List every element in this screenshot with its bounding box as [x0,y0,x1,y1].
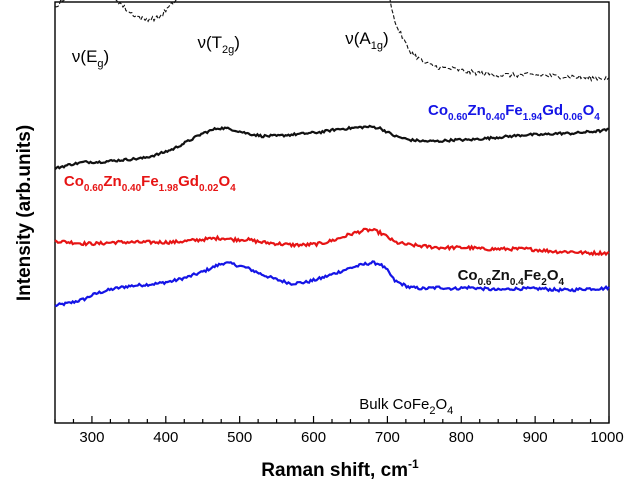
series-label-0-sub-2: 1.94 [523,112,543,123]
series-line-2 [54,124,609,171]
series-label-1-part-2: Fe [141,173,159,190]
x-tick-label: 500 [227,429,252,446]
peak-label-main: ν(A [345,29,371,48]
series-label-1-part-1: Zn [103,173,121,190]
x-tick-label: 800 [449,429,474,446]
y-axis-title: Intensity (arb.units) [14,125,35,301]
series-label-0-sub-1: 0.40 [486,112,506,123]
series-layer [54,0,610,308]
series-label-0-sub-3: 0.06 [563,112,583,123]
series-label-3-part-0: Bulk CoFe [359,396,429,413]
x-axis-title: Raman shift, cm-1 [261,457,419,481]
series-label-1-sub-1: 0.40 [122,183,142,194]
series-label-0-part-3: Gd [542,102,563,119]
series-label-1: Co0.60Zn0.40Fe1.98Gd0.02O4 [64,173,236,194]
peak-label-main: ν(E [72,47,98,66]
peak-label-sub: 2g [222,44,234,56]
series-label-2-part-2: Fe [524,267,542,284]
peak-label-close: ) [383,29,389,48]
x-tick-label: 400 [153,429,178,446]
series-label-3: Bulk CoFe2O4 [359,396,453,417]
series-label-2-sub-1: 0.4 [510,277,524,288]
series-label-2-part-1: Zn [492,267,510,284]
x-tick-label: 1000 [590,429,623,446]
peak-label-0: ν(Eg) [72,47,109,70]
series-label-0: Co0.60Zn0.40Fe1.94Gd0.06O4 [428,102,600,123]
peak-label-sub: g [97,58,103,70]
peak-label-main: ν(T [198,33,223,52]
series-label-0-sub-4: 4 [594,112,600,123]
series-label-1-sub-4: 4 [230,183,236,194]
peak-labels: ν(Eg)ν(T2g) ν(A1g) [72,29,389,70]
series-label-2-sub-3: 4 [558,277,564,288]
series-label-1-part-0: Co [64,173,84,190]
series-label-3-part-1: O [435,396,447,413]
series-label-1-sub-2: 1.98 [159,183,179,194]
series-label-0-part-2: Fe [505,102,523,119]
series-label-2-sub-0: 0.6 [478,277,492,288]
x-ticks: 300 400 500 600 700 800 900 1000 [54,416,624,446]
series-line-3 [54,0,610,83]
peak-label-sub: 1g [371,40,383,52]
series-label-1-part-3: Gd [178,173,199,190]
series-line-1 [54,227,610,257]
series-label-0-part-0: Co [428,102,448,119]
x-axis-title-sup: -1 [408,457,419,471]
peak-label-1: ν(T2g) [198,33,240,56]
series-label-2: Co0.6Zn0.4Fe2O4 [458,267,565,288]
series-labels: Co0.60Zn0.40Fe1.94Gd0.06O4Co0.60Zn0.40Fe… [64,102,600,417]
x-tick-label: 900 [523,429,548,446]
x-tick-label: 600 [301,429,326,446]
series-label-0-part-4: O [583,102,595,119]
series-label-1-sub-0: 0.60 [84,183,104,194]
series-label-2-part-0: Co [458,267,478,284]
series-label-0-sub-0: 0.60 [448,112,468,123]
series-label-1-sub-3: 0.02 [199,183,219,194]
x-tick-label: 700 [375,429,400,446]
plot-frame [54,1,610,424]
series-line-0 [54,260,610,308]
series-label-1-part-4: O [218,173,230,190]
x-tick-label: 300 [79,429,104,446]
series-label-0-part-1: Zn [467,102,485,119]
peak-label-close: ) [234,33,240,52]
peak-label-close: ) [104,47,110,66]
series-label-3-sub-0: 2 [429,405,435,417]
series-label-2-part-3: O [547,267,559,284]
x-axis-title-text: Raman shift, cm [261,460,408,481]
series-label-2-sub-2: 2 [541,277,547,288]
series-label-3-sub-1: 4 [447,405,453,417]
peak-label-2: ν(A1g) [345,29,388,52]
